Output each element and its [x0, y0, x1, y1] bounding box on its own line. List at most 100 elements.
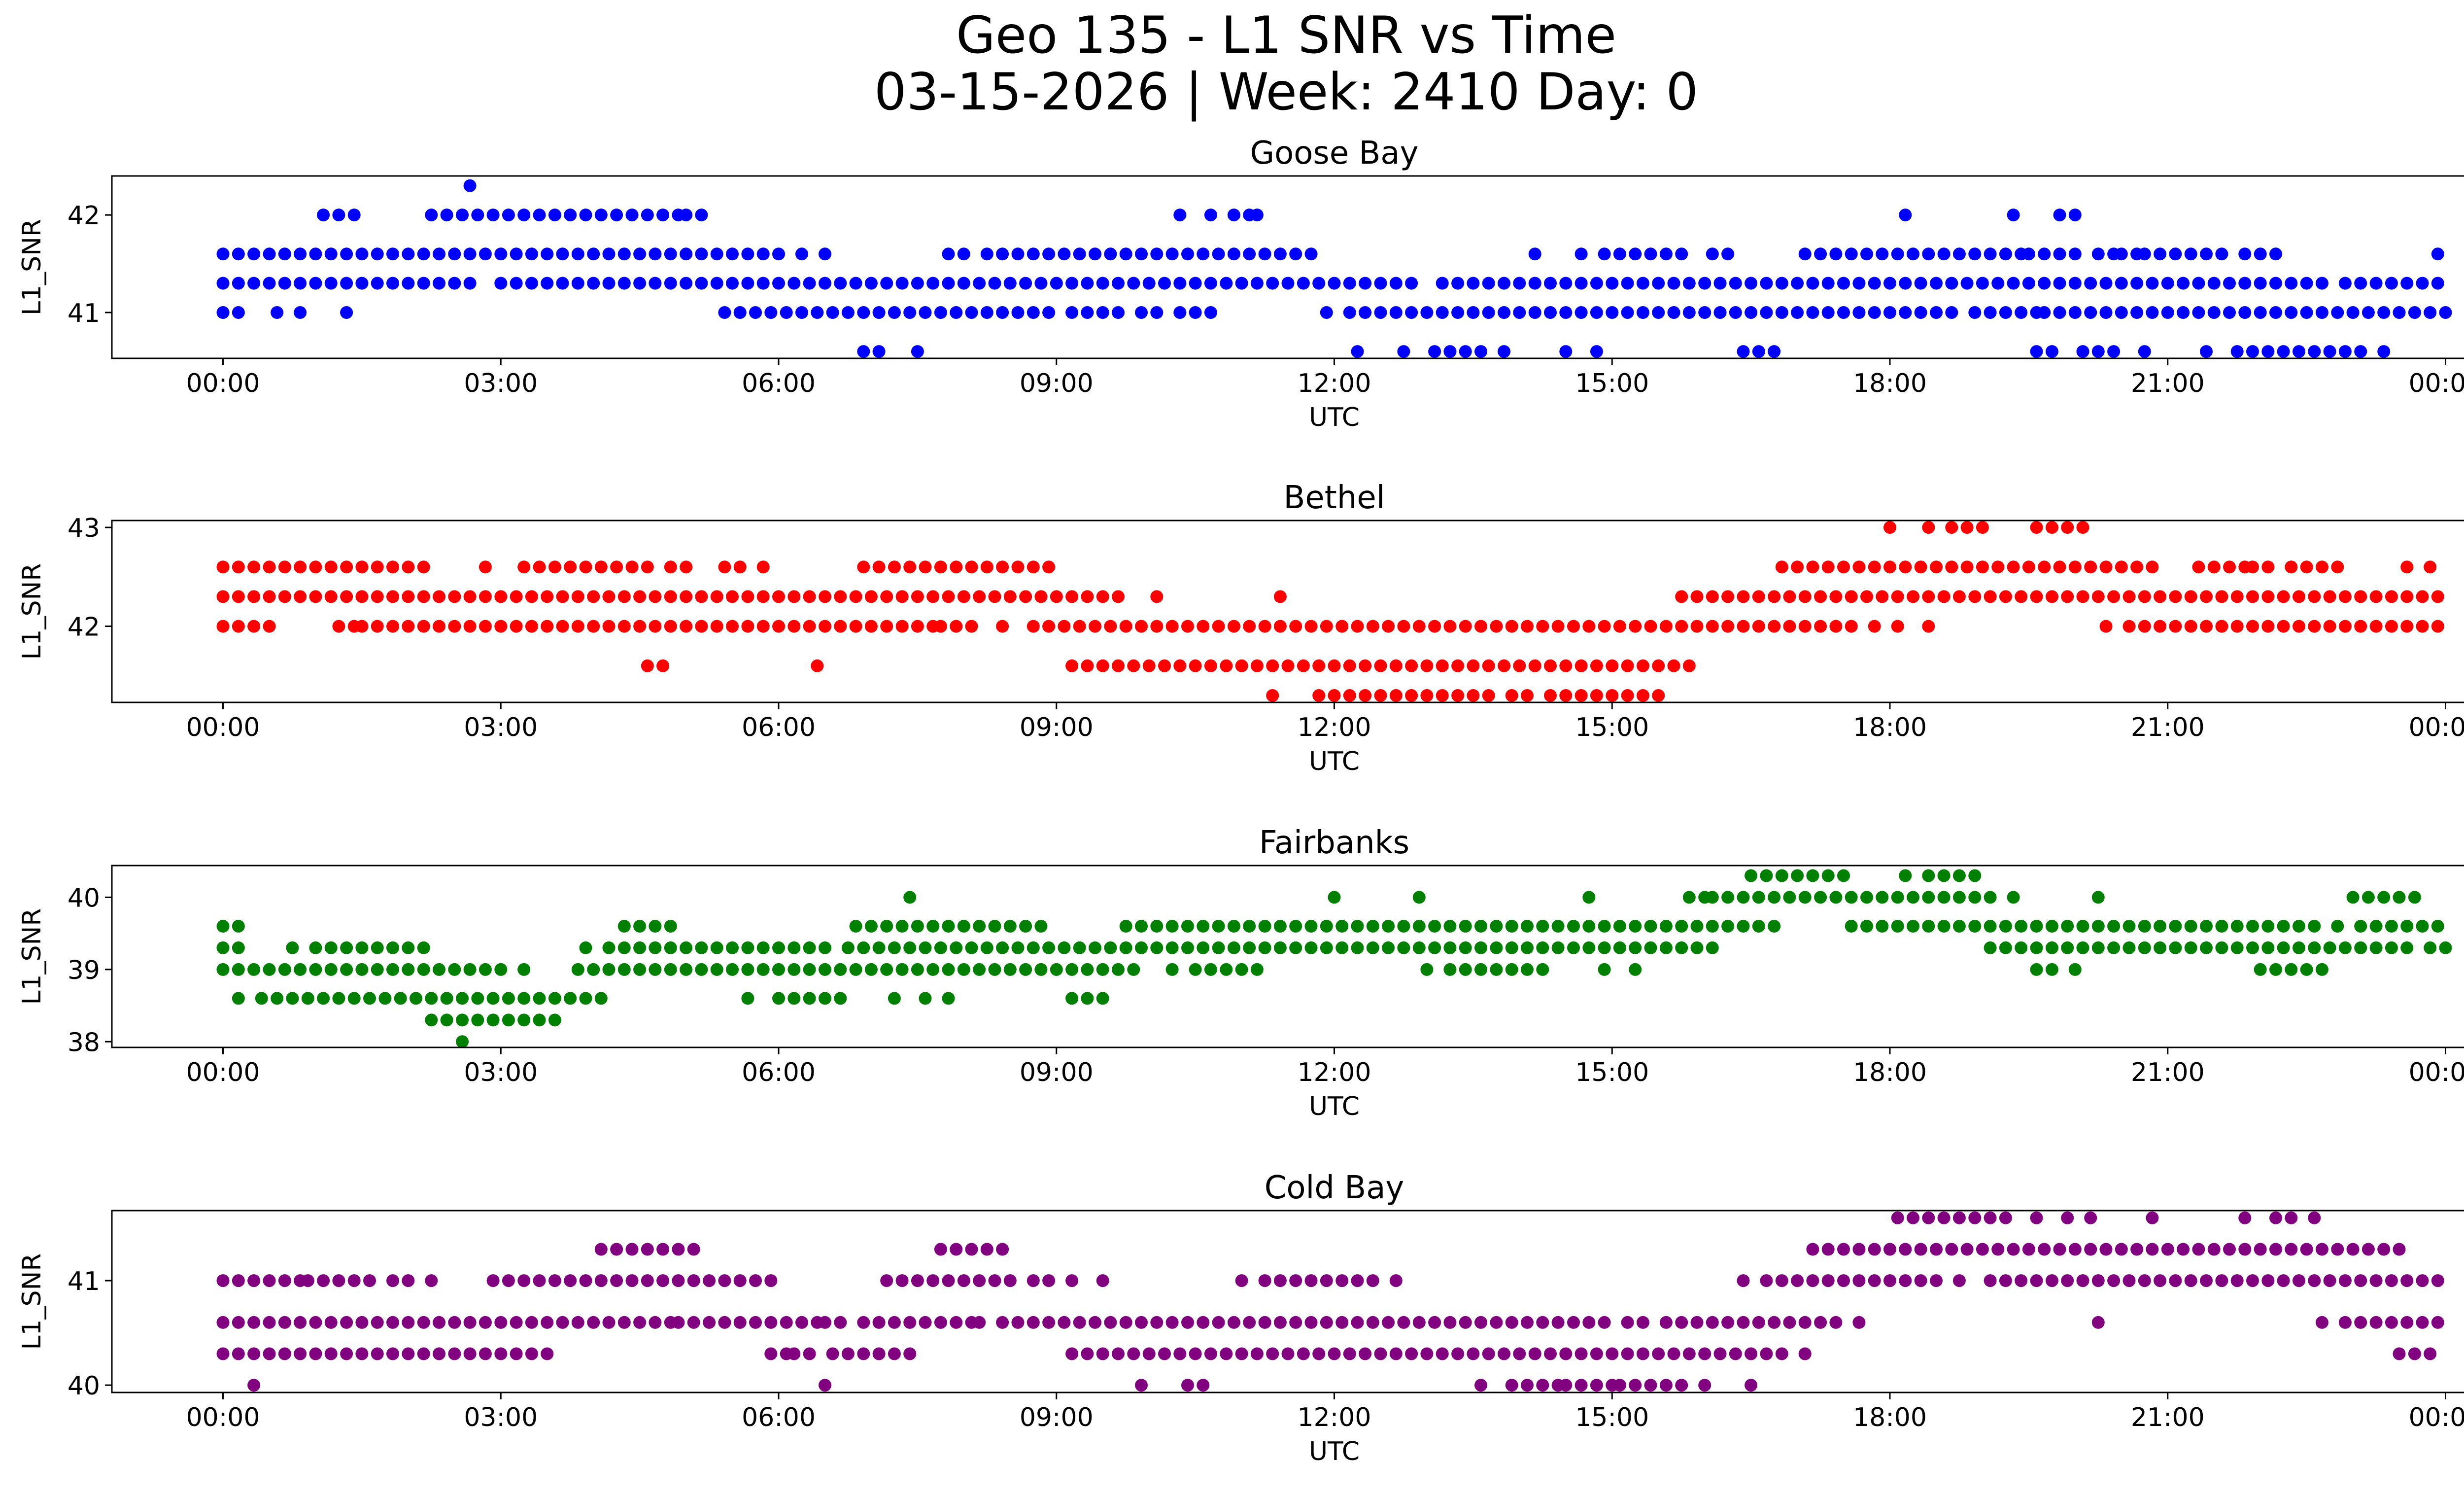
- data-point: [2184, 620, 2197, 633]
- data-point: [1698, 1379, 1711, 1392]
- data-point: [355, 620, 369, 633]
- data-point: [880, 620, 893, 633]
- panel-title: Cold Bay: [1265, 1170, 1404, 1206]
- data-point: [1127, 277, 1140, 290]
- y-tick-label: 42: [68, 201, 100, 231]
- data-point: [410, 992, 422, 1005]
- data-point: [2068, 306, 2082, 319]
- data-point: [1289, 1316, 1302, 1329]
- x-tick-label: 03:00: [464, 1058, 538, 1087]
- data-point: [2416, 1274, 2429, 1287]
- data-point: [402, 1274, 415, 1287]
- data-point: [1937, 590, 1951, 603]
- data-point: [1798, 891, 1812, 904]
- data-point: [1003, 920, 1017, 933]
- data-point: [232, 620, 245, 633]
- data-point: [803, 963, 816, 976]
- data-point: [1798, 1316, 1812, 1329]
- data-point: [556, 1316, 569, 1329]
- data-point: [1567, 620, 1580, 633]
- data-point: [1058, 247, 1071, 261]
- data-point: [2084, 1243, 2097, 1256]
- data-point: [1574, 277, 1588, 290]
- data-point: [1073, 247, 1086, 261]
- data-point: [386, 560, 399, 574]
- data-point: [872, 560, 886, 574]
- data-point: [587, 620, 600, 633]
- data-point: [594, 992, 608, 1005]
- data-point: [834, 1316, 847, 1329]
- data-point: [2361, 1243, 2375, 1256]
- data-point: [803, 277, 816, 290]
- data-point: [1027, 620, 1040, 633]
- data-point: [756, 941, 770, 954]
- data-point: [1227, 247, 1240, 261]
- data-point: [1960, 1243, 1974, 1256]
- data-point: [2416, 920, 2429, 933]
- data-point: [2277, 920, 2290, 933]
- data-point: [2393, 306, 2406, 319]
- data-point: [617, 277, 631, 290]
- data-point: [1675, 1316, 1688, 1329]
- data-point: [448, 247, 461, 261]
- data-point: [548, 1274, 561, 1287]
- data-point: [726, 620, 739, 633]
- data-point: [2293, 345, 2305, 358]
- data-point: [517, 963, 531, 976]
- data-point: [2099, 277, 2113, 290]
- data-point: [764, 1316, 778, 1329]
- data-point: [2091, 590, 2105, 603]
- data-point: [2045, 941, 2058, 954]
- data-point: [2308, 1211, 2321, 1224]
- data-point: [1837, 1274, 1850, 1287]
- data-point: [1258, 1316, 1271, 1329]
- data-point: [1397, 620, 1410, 633]
- y-axis-label: L1_SNR: [17, 1253, 47, 1350]
- data-point: [1629, 1379, 1642, 1392]
- data-point: [1019, 277, 1032, 290]
- data-point: [2154, 620, 2167, 633]
- data-point: [2015, 306, 2028, 319]
- data-point: [494, 963, 508, 976]
- y-tick-label: 40: [68, 883, 100, 913]
- data-point: [1505, 1379, 1518, 1392]
- data-point: [1768, 590, 1781, 603]
- data-point: [617, 590, 631, 603]
- data-point: [1096, 590, 1109, 603]
- data-point: [895, 590, 909, 603]
- data-point: [1227, 620, 1240, 633]
- data-point: [988, 920, 1001, 933]
- data-point: [1706, 590, 1719, 603]
- data-point: [1150, 920, 1164, 933]
- data-point: [371, 1316, 384, 1329]
- data-point: [1397, 941, 1410, 954]
- data-point: [1490, 920, 1503, 933]
- data-point: [2346, 306, 2360, 319]
- data-point: [1814, 590, 1827, 603]
- data-point: [2030, 1274, 2043, 1287]
- data-point: [587, 247, 600, 261]
- data-point: [1629, 963, 1642, 976]
- x-tick-label: 00:00: [2409, 1403, 2464, 1432]
- data-point: [857, 306, 870, 319]
- data-point: [2122, 620, 2136, 633]
- data-point: [1845, 590, 1858, 603]
- x-tick-label: 18:00: [1853, 369, 1927, 398]
- data-point: [1135, 306, 1148, 319]
- data-point: [1907, 891, 1919, 904]
- data-point: [2215, 941, 2228, 954]
- data-point: [1027, 1274, 1040, 1287]
- data-point: [926, 963, 940, 976]
- data-point: [525, 1347, 538, 1360]
- data-point: [1374, 689, 1387, 702]
- data-point: [2068, 1243, 2082, 1256]
- data-point: [1042, 941, 1056, 954]
- data-point: [1266, 277, 1279, 290]
- data-point: [1451, 689, 1465, 702]
- data-point: [1984, 247, 1997, 261]
- y-tick-label: 38: [68, 1028, 100, 1057]
- data-point: [903, 941, 917, 954]
- data-point: [1652, 277, 1665, 290]
- data-point: [494, 590, 508, 603]
